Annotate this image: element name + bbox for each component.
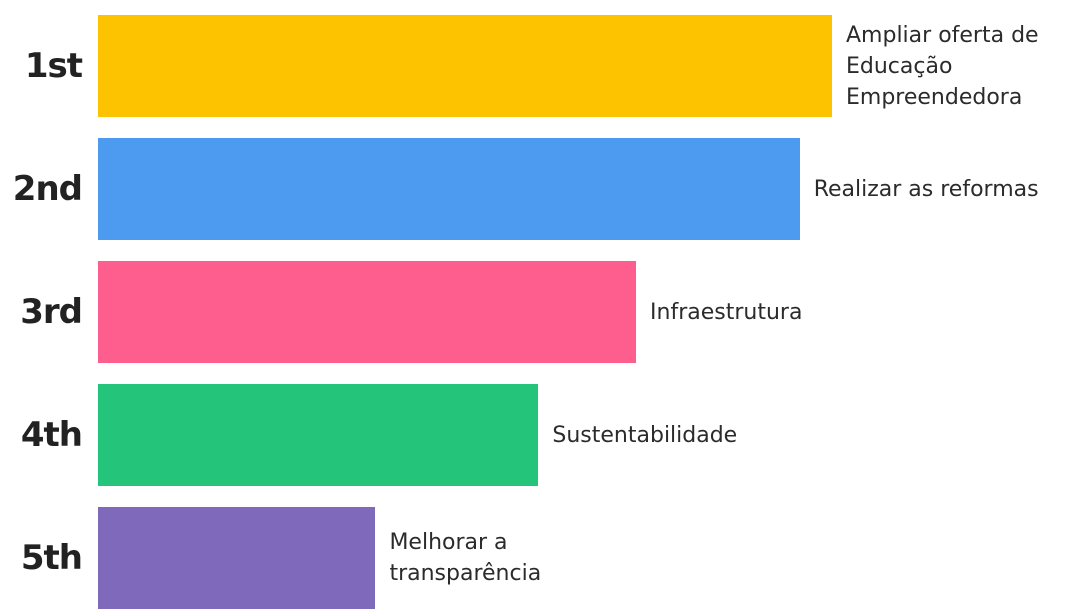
bar-label-1-line-3: Empreendedora xyxy=(846,84,1023,110)
bar-label-5-line-1: Melhorar a xyxy=(389,530,508,555)
bar-label-5-line-2: transparência xyxy=(389,561,542,586)
rank-label-3: 3rd xyxy=(20,292,83,332)
rank-label-5: 5th xyxy=(20,538,83,578)
rank-label-1: 1st xyxy=(24,46,83,86)
bar-2 xyxy=(98,138,800,240)
bar-label-1-line-2: Educação xyxy=(846,53,953,79)
bar-3 xyxy=(98,261,637,363)
bar-label-1-line-1: Ampliar oferta de xyxy=(846,22,1039,48)
bar-1 xyxy=(98,15,832,117)
bar-label-2-line-1: Realizar as reformas xyxy=(813,176,1039,202)
bar-5 xyxy=(98,507,376,609)
rank-label-4: 4th xyxy=(20,415,83,455)
bar-label-3-line-1: Infraestrutura xyxy=(650,299,803,325)
rank-label-2: 2nd xyxy=(12,169,83,209)
bar-4 xyxy=(98,384,539,486)
bar-label-4-line-1: Sustentabilidade xyxy=(552,422,738,448)
